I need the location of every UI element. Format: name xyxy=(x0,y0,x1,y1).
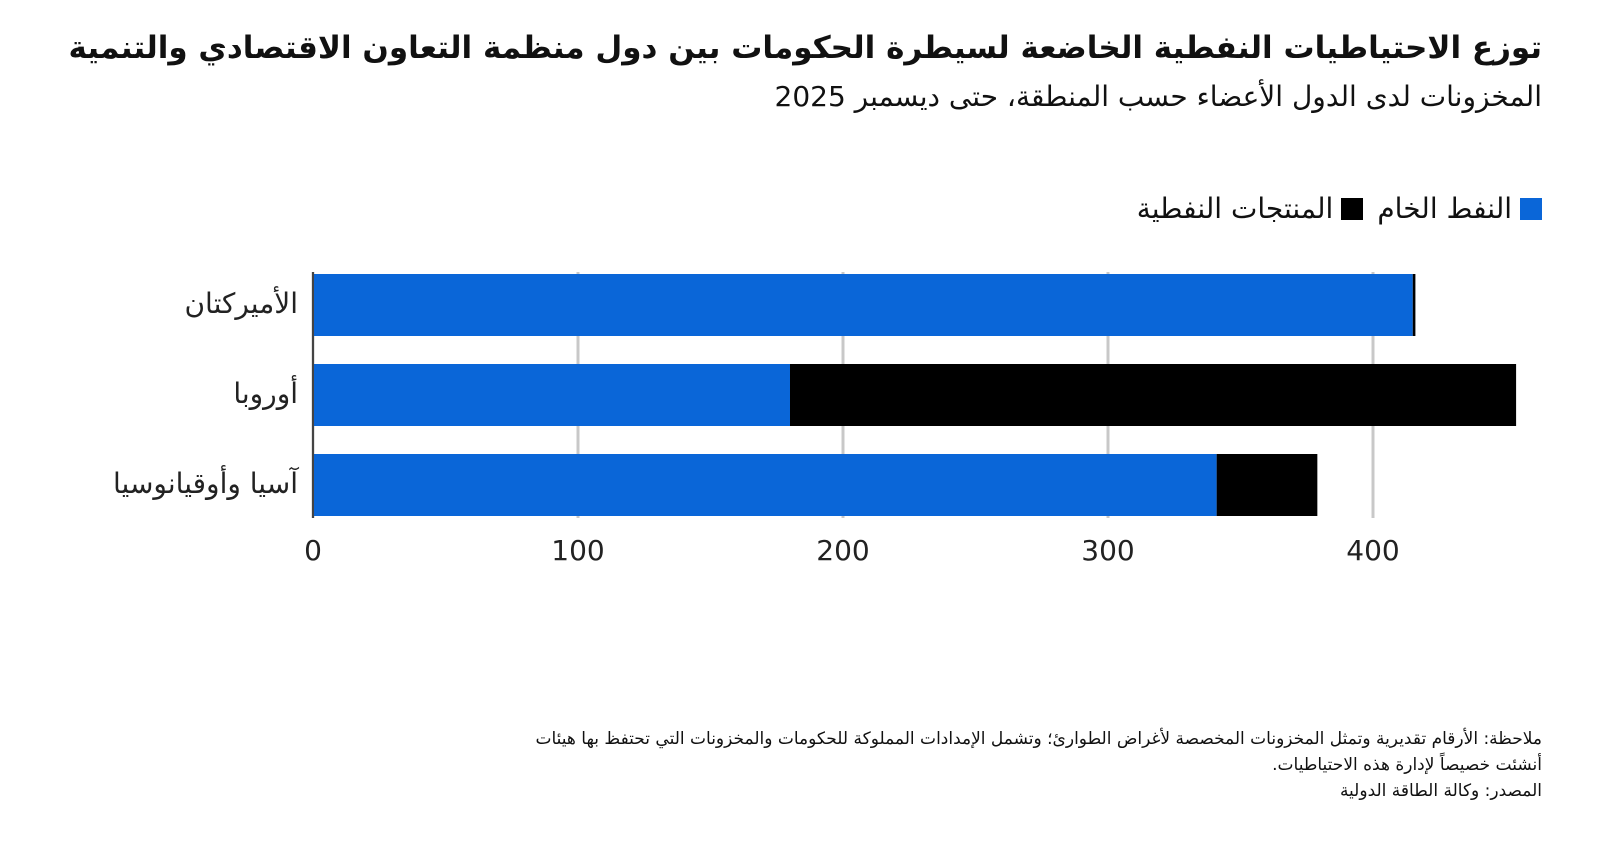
y-tick-label: آسيا وأوقيانوسيا xyxy=(113,464,299,500)
note: أنشئت خصيصاً لإدارة هذه الاحتياطيات. xyxy=(1272,755,1542,775)
note: ملاحظة: الأرقام تقديرية وتمثل المخزونات … xyxy=(535,729,1542,749)
bar-segment xyxy=(1412,274,1416,336)
chart-title: توزع الاحتياطيات النفطية الخاضعة لسيطرة … xyxy=(68,30,1542,66)
legend: النفط الخام المنتجات النفطية xyxy=(1137,192,1542,225)
bar-segment xyxy=(790,364,1517,426)
x-tick-label: 100 xyxy=(551,534,604,567)
bar-segment xyxy=(313,454,1217,516)
y-tick-label: أوروبا xyxy=(233,374,298,410)
bar-segment xyxy=(313,364,790,426)
x-tick-label: 300 xyxy=(1081,534,1134,567)
legend-item: النفط الخام xyxy=(1377,192,1542,225)
chart-subtitle: المخزونات لدى الدول الأعضاء حسب المنطقة،… xyxy=(774,80,1542,113)
legend-label: النفط الخام xyxy=(1377,192,1512,225)
notes: ملاحظة: الأرقام تقديرية وتمثل المخزونات … xyxy=(535,726,1542,804)
x-tick-label: 400 xyxy=(1346,534,1399,567)
chart: 0 100 200 300 400 الأميركتان أوروبا آسيا وأوقيا… xyxy=(113,272,1517,567)
x-tick-label: 0 xyxy=(304,534,322,567)
legend-label: المنتجات النفطية xyxy=(1136,192,1334,225)
x-tick-label: 200 xyxy=(816,534,869,567)
legend-swatch xyxy=(1341,197,1364,220)
bar-segment xyxy=(313,274,1413,336)
legend-swatch xyxy=(1520,197,1542,220)
y-tick-label: الأميركتان xyxy=(184,285,298,320)
bar-segment xyxy=(1216,454,1318,516)
source: المصدر: وكالة الطاقة الدولية xyxy=(1339,781,1542,801)
legend-item: المنتجات النفطية xyxy=(1137,192,1364,225)
